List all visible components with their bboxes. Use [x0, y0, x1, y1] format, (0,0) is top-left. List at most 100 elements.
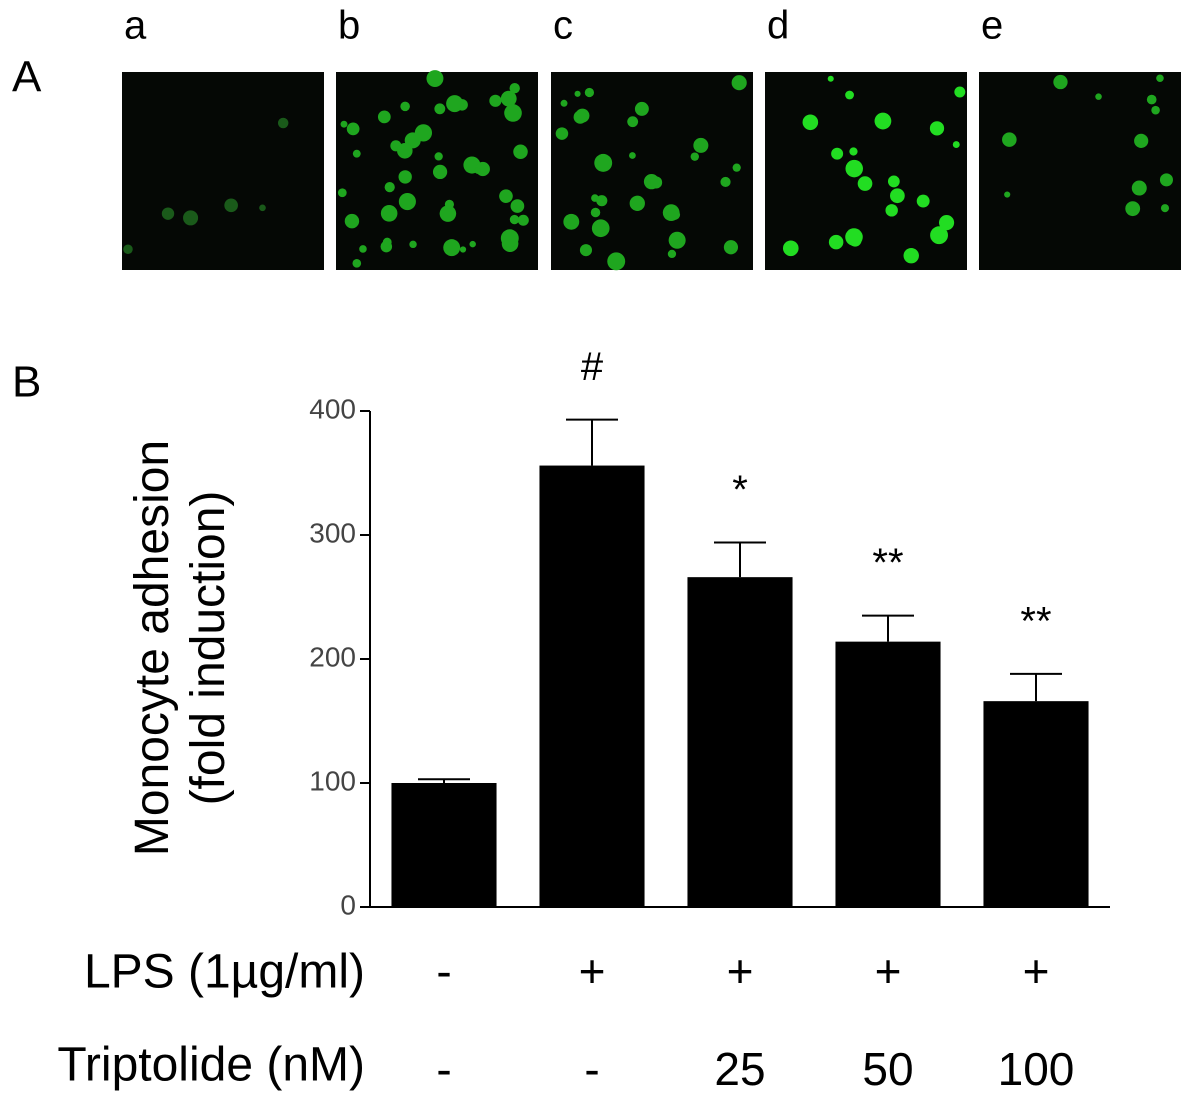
- row-value: -: [584, 1043, 599, 1095]
- cell: [352, 258, 362, 268]
- cell: [224, 198, 238, 213]
- row-value: +: [727, 945, 754, 997]
- image-label: b: [338, 4, 360, 48]
- micrograph-bg: [122, 72, 324, 270]
- error-bar: [1010, 672, 1062, 702]
- cell: [359, 245, 367, 253]
- cell: [732, 163, 741, 172]
- error-bar: [418, 778, 470, 783]
- significance-label: #: [581, 345, 604, 389]
- bar: [983, 701, 1089, 907]
- cell: [1159, 173, 1173, 187]
- cell: [690, 152, 699, 161]
- cell: [584, 87, 595, 98]
- cell: [828, 234, 844, 250]
- cell: [629, 152, 636, 159]
- image-label: c: [553, 4, 573, 48]
- cell: [500, 90, 517, 107]
- cell: [802, 114, 819, 131]
- cell: [444, 199, 455, 209]
- bar: [687, 577, 793, 907]
- cell: [952, 141, 960, 149]
- cell: [849, 147, 858, 156]
- row-value: +: [875, 945, 902, 997]
- row-value: -: [436, 945, 451, 997]
- cell: [607, 252, 626, 271]
- error-bar: [566, 418, 618, 466]
- significance-label: **: [872, 541, 903, 585]
- cell: [414, 124, 433, 142]
- cell: [874, 112, 892, 130]
- cell: [340, 120, 348, 128]
- cell: [1146, 94, 1157, 105]
- cell: [469, 240, 476, 248]
- cell: [1095, 93, 1102, 100]
- cell: [161, 207, 175, 220]
- cell: [596, 195, 608, 207]
- y-axis-label-line: Monocyte adhesion: [126, 440, 179, 856]
- cell: [509, 214, 520, 225]
- cell: [344, 213, 360, 229]
- cell: [434, 152, 443, 161]
- cell: [432, 164, 448, 180]
- cell: [1004, 191, 1011, 198]
- cell: [591, 219, 610, 238]
- cell: [1156, 74, 1164, 83]
- row-value: +: [579, 945, 606, 997]
- cell: [723, 240, 739, 255]
- cell: [720, 176, 731, 188]
- row-value: 50: [862, 1043, 913, 1095]
- cell: [1160, 204, 1170, 213]
- cell: [827, 75, 834, 82]
- cell: [848, 233, 862, 247]
- cell: [831, 147, 844, 160]
- cell: [459, 246, 467, 253]
- image-label: a: [124, 4, 147, 48]
- micrograph: [122, 72, 324, 270]
- cell: [885, 204, 898, 217]
- cell: [346, 122, 360, 136]
- cell: [590, 207, 601, 218]
- y-tick-label: 0: [340, 889, 356, 920]
- bar: [539, 465, 645, 907]
- cell: [667, 249, 677, 259]
- error-bar: [862, 614, 914, 642]
- cell: [446, 95, 464, 113]
- bar: [391, 783, 497, 907]
- cell: [499, 189, 513, 203]
- cell: [1002, 132, 1017, 147]
- y-tick-label: 200: [309, 641, 356, 672]
- cell: [930, 226, 948, 245]
- cell: [650, 176, 663, 189]
- cell: [845, 159, 863, 178]
- bar: [835, 641, 941, 907]
- micrograph: [765, 72, 967, 270]
- cell: [1151, 105, 1160, 115]
- cell: [555, 127, 569, 140]
- cell: [489, 94, 502, 107]
- cell: [574, 90, 581, 97]
- cell: [1134, 133, 1149, 148]
- cell: [668, 231, 686, 249]
- cell: [662, 204, 680, 222]
- cell: [629, 195, 645, 211]
- cell: [337, 188, 347, 198]
- cell: [517, 214, 529, 226]
- cell: [693, 137, 709, 153]
- significance-label: *: [732, 468, 748, 512]
- error-bar: [714, 541, 766, 578]
- micrograph: [979, 72, 1181, 270]
- micrograph: [551, 72, 753, 271]
- cell: [380, 205, 398, 222]
- cell: [123, 244, 133, 254]
- cell: [954, 86, 966, 98]
- y-tick-label: 300: [309, 517, 356, 548]
- cell: [573, 110, 587, 124]
- cell: [277, 117, 289, 129]
- cell: [426, 70, 444, 88]
- cell: [259, 204, 266, 212]
- cell: [409, 240, 417, 249]
- cell: [889, 188, 905, 204]
- cell: [560, 99, 568, 107]
- cell: [938, 215, 955, 231]
